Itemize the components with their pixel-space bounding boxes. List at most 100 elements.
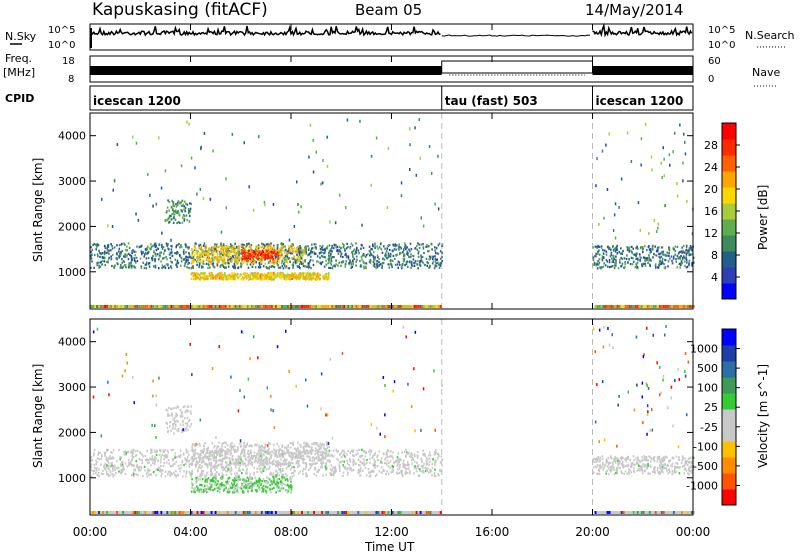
echo-cell [193,260,196,263]
echo-cell [168,511,171,514]
echo-cell [413,455,416,458]
echo-cell [422,247,425,250]
echo-cell [250,454,253,457]
echo-cell [163,265,166,268]
echo-cell [286,253,288,256]
echo-cell [300,254,302,257]
echo-cell [309,123,312,127]
echo-cell [600,267,602,270]
echo-cell [275,253,277,256]
echo-cell [361,223,363,227]
echo-cell [328,273,330,276]
echo-cell [637,257,639,260]
echo-cell [327,511,330,514]
echo-cell [331,469,333,472]
echo-cell [130,254,133,258]
echo-cell [386,206,389,209]
echo-cell [630,305,633,308]
echo-cell [267,249,270,252]
echo-cell [626,305,629,308]
echo-cell [194,246,196,249]
echo-cell [137,218,140,222]
echo-cell [296,257,298,261]
echo-cell [612,511,615,514]
echo-cell [194,463,197,466]
echo-cell [366,461,368,464]
echo-cell [416,461,418,464]
echo-cell [272,273,274,277]
echo-cell [284,255,287,258]
echo-cell [173,462,176,465]
echo-cell [144,248,147,251]
echo-cell [666,305,669,308]
echo-cell [260,448,263,451]
echo-cell [216,275,219,278]
echo-cell [685,246,688,249]
echo-cell [612,229,615,232]
echo-cell [321,181,324,185]
echo-cell [123,242,125,245]
echo-cell [210,468,212,471]
echo-cell [372,244,374,247]
echo-cell [365,474,368,477]
echo-cell [690,511,693,514]
echo-cell [384,252,387,255]
echo-cell [269,272,271,275]
echo-cell [293,452,296,455]
echo-cell [163,450,166,453]
echo-cell [179,246,181,249]
echo-cell [325,473,327,477]
echo-cell [188,267,190,270]
echo-cell [159,449,162,452]
echo-cell [298,276,301,280]
echo-cell [253,451,256,454]
echo-cell [298,464,301,467]
echo-cell [260,261,263,264]
echo-cell [227,444,229,447]
echo-cell [389,255,392,258]
echo-cell [127,258,130,261]
echo-cell [227,245,229,248]
echo-cell [218,473,220,476]
echo-cell [644,262,646,265]
echo-cell [302,277,304,280]
echo-cell [166,258,168,261]
echo-cell [221,277,223,280]
echo-cell [119,463,122,466]
echo-cell [276,464,278,467]
echo-cell [293,257,296,260]
echo-cell [190,156,193,160]
echo-cell [184,305,187,308]
echo-cell [183,405,186,408]
echo-cell [221,258,223,261]
echo-cell [257,247,260,250]
echo-cell [193,273,196,276]
echo-cell [132,474,135,478]
echo-cell [189,214,191,217]
echo-cell [403,459,405,462]
echo-cell [220,466,223,469]
y-tick-label: 2000 [58,220,86,233]
echo-cell [409,256,412,259]
echo-cell [197,259,200,262]
echo-cell [93,242,95,245]
echo-cell [347,245,349,248]
echo-cell [302,265,305,268]
echo-cell [200,260,202,263]
echo-cell [379,305,382,308]
echo-cell [202,251,205,254]
noise-tick-low: 10^0 [48,40,75,51]
echo-cell [614,250,617,253]
echo-cell [109,455,111,458]
echo-cell [381,266,383,269]
echo-cell [658,246,660,249]
echo-cell [334,468,337,471]
echo-cell [680,262,682,265]
echo-cell [315,150,317,154]
echo-cell [196,256,198,259]
echo-cell [356,246,358,249]
echo-cell [211,473,213,476]
echo-cell [418,464,420,467]
echo-cell [406,260,408,263]
